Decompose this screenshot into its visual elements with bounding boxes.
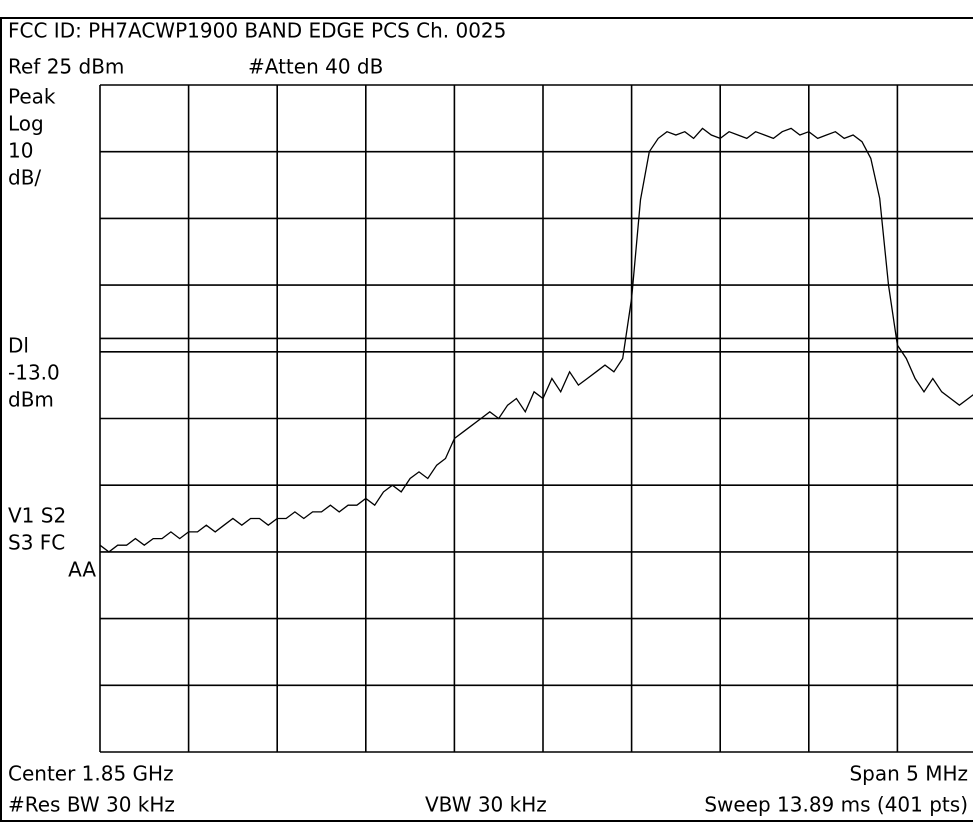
display-line-value: -13.0 xyxy=(8,361,60,385)
status-label: AA xyxy=(68,558,96,582)
status-label: S3 FC xyxy=(8,531,65,555)
status-label: V1 S2 xyxy=(8,504,66,528)
display-line-title: Dl xyxy=(8,334,29,358)
frame xyxy=(0,17,973,822)
display-line-unit: dBm xyxy=(8,388,54,412)
span: Span 5 MHz xyxy=(849,762,968,786)
ref-level: Ref 25 dBm xyxy=(8,55,124,79)
scale-unit-label: dB/ xyxy=(8,166,41,190)
detector-label: Peak xyxy=(8,85,56,109)
video-bandwidth: VBW 30 kHz xyxy=(425,793,547,817)
resolution-bandwidth: #Res BW 30 kHz xyxy=(8,793,175,817)
title: FCC ID: PH7ACWP1900 BAND EDGE PCS Ch. 00… xyxy=(8,19,506,43)
attenuation: #Atten 40 dB xyxy=(248,55,383,79)
scale-type-label: Log xyxy=(8,112,44,136)
scale-step-label: 10 xyxy=(8,139,33,163)
trace xyxy=(99,127,973,553)
center-frequency: Center 1.85 GHz xyxy=(8,762,174,786)
sweep-time: Sweep 13.89 ms (401 pts) xyxy=(704,793,968,817)
